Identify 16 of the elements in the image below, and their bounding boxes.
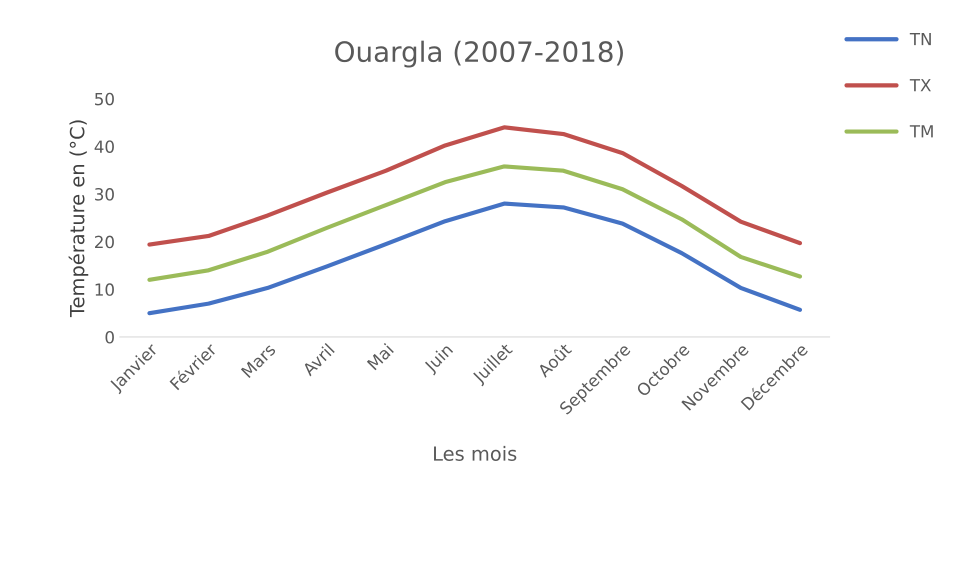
y-tick-label: 20 xyxy=(95,236,114,248)
y-tick-label: 10 xyxy=(96,283,114,296)
y-tick-label: 50 xyxy=(95,92,114,106)
legend-label: TM xyxy=(910,125,933,138)
y-axis-title: Température en (°C) xyxy=(68,120,88,318)
y-tick-label: 30 xyxy=(95,188,114,201)
line-series xyxy=(147,164,802,282)
legend-label: TX xyxy=(910,79,931,92)
y-tick-label: 0 xyxy=(106,330,114,344)
y-tick-label: 40 xyxy=(94,140,114,153)
line-series xyxy=(147,201,802,316)
line-series xyxy=(147,125,802,247)
chart-title: Ouargla (2007-2018) xyxy=(335,40,623,68)
x-axis-title: Les mois xyxy=(434,446,516,461)
legend-label: TN xyxy=(910,32,931,46)
x-tick-label: Mai xyxy=(366,342,394,370)
